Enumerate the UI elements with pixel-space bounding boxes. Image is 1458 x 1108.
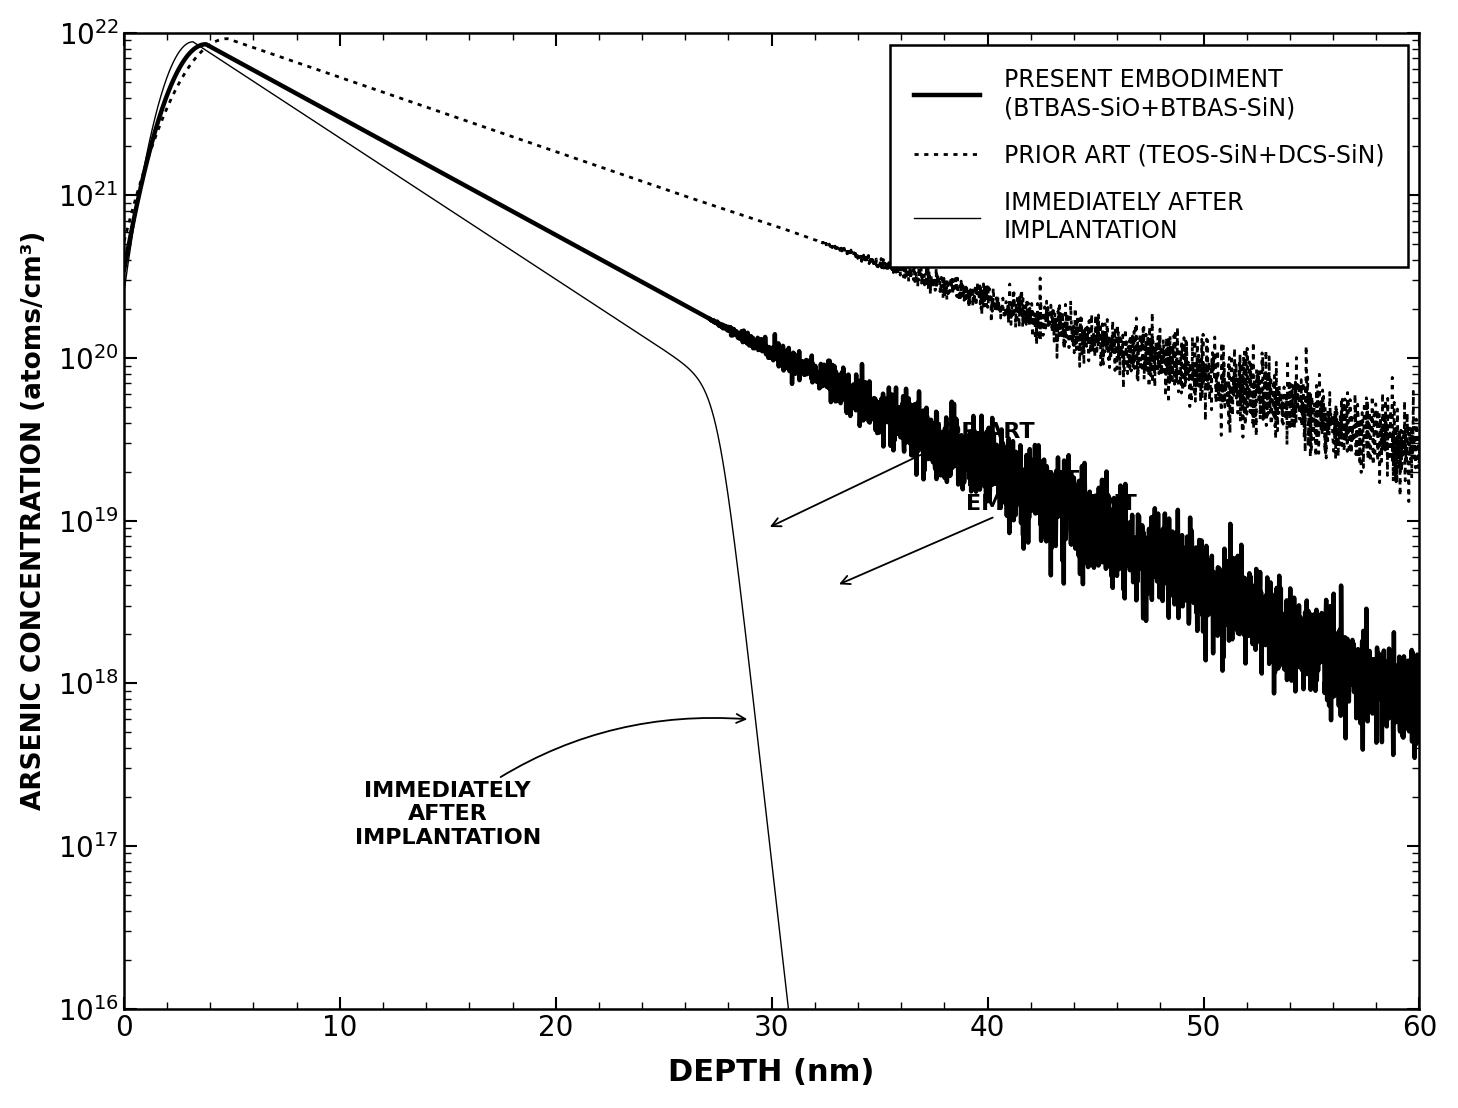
Text: IMMEDIATELY
AFTER
IMPLANTATION: IMMEDIATELY AFTER IMPLANTATION (354, 714, 745, 848)
Y-axis label: ARSENIC CONCENTRATION (atoms/cm³): ARSENIC CONCENTRATION (atoms/cm³) (20, 232, 47, 810)
Text: PRESENT
EMBODIMENT: PRESENT EMBODIMENT (841, 471, 1137, 584)
Legend: PRESENT EMBODIMENT
(BTBAS-SiO+BTBAS-SiN), PRIOR ART (TEOS-SiN+DCS-SiN), IMMEDIAT: PRESENT EMBODIMENT (BTBAS-SiO+BTBAS-SiN)… (891, 44, 1407, 267)
Text: PRIOR ART: PRIOR ART (771, 422, 1035, 526)
X-axis label: DEPTH (nm): DEPTH (nm) (668, 1058, 875, 1087)
